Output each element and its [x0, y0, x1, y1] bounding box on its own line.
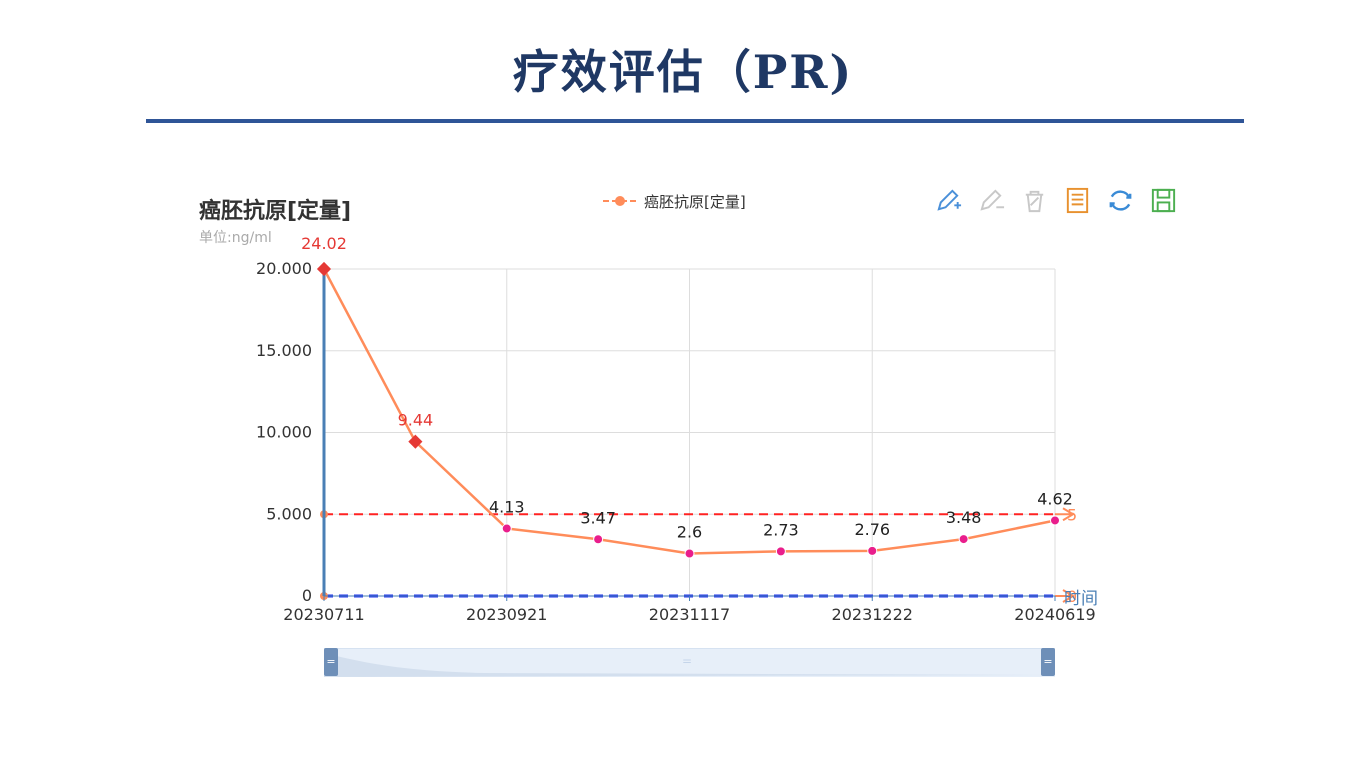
- legend-label: 癌胚抗原[定量]: [644, 192, 746, 211]
- y-tick-label: 15.000: [256, 341, 312, 360]
- data-point-abnormal: [316, 261, 332, 277]
- datazoom-preview: [324, 653, 1055, 677]
- pencil-add-icon[interactable]: [934, 186, 963, 215]
- x-axis-title: 时间: [1064, 589, 1098, 609]
- pencil-remove-icon[interactable]: [977, 186, 1006, 215]
- data-label: 24.02: [301, 234, 347, 253]
- data-point-abnormal: [408, 434, 423, 449]
- data-point: [867, 545, 878, 556]
- data-label: 4.62: [1037, 489, 1073, 508]
- datazoom-track[interactable]: [324, 648, 1055, 677]
- chart-toolbox: [934, 186, 1178, 215]
- data-point: [593, 534, 604, 545]
- x-tick-label: 20231222: [832, 605, 913, 624]
- datazoom-center-grip[interactable]: =: [682, 654, 693, 668]
- data-label: 2.76: [854, 520, 890, 539]
- chart-title: 癌胚抗原[定量]: [199, 199, 352, 224]
- data-label: 2.73: [763, 520, 799, 539]
- chart-legend[interactable]: 癌胚抗原[定量]: [602, 190, 746, 212]
- data-point: [958, 534, 969, 545]
- data-label: 3.47: [580, 508, 616, 527]
- y-tick-label: 5.000: [266, 504, 312, 523]
- reference-line-arrow: [1055, 507, 1075, 522]
- data-label: 4.13: [489, 497, 525, 516]
- y-tick-label: 20.000: [256, 259, 312, 278]
- datazoom-left-handle[interactable]: =: [324, 648, 338, 676]
- y-tick-label: 10.000: [256, 423, 312, 442]
- x-tick-label: 20230711: [283, 605, 364, 624]
- legend-line-marker: [603, 196, 637, 206]
- document-icon[interactable]: [1063, 186, 1092, 215]
- x-tick-label: 20231117: [649, 605, 730, 624]
- datazoom-right-handle[interactable]: =: [1041, 648, 1055, 676]
- data-label: 3.48: [946, 508, 982, 527]
- save-icon[interactable]: [1149, 186, 1178, 215]
- refresh-icon[interactable]: [1106, 186, 1135, 215]
- x-tick-label: 20230921: [466, 605, 547, 624]
- data-point: [501, 523, 512, 534]
- reference-line-label: 0: [1067, 587, 1077, 606]
- reference-line-label: 5: [1067, 505, 1077, 524]
- data-point: [684, 548, 695, 559]
- y-tick-label: 0: [302, 586, 312, 605]
- data-label: 9.44: [398, 411, 434, 430]
- chart-unit-subtitle: 单位:ng/ml: [199, 230, 272, 246]
- reference-line-arrow: [1055, 589, 1075, 603]
- x-tick-label: 20240619: [1014, 605, 1095, 624]
- trash-icon[interactable]: [1020, 186, 1049, 215]
- data-label: 2.6: [677, 522, 702, 541]
- data-point: [1050, 515, 1060, 526]
- data-point: [775, 546, 786, 557]
- title-divider: [146, 119, 1244, 123]
- slide-title: 疗效评估（PR): [512, 45, 854, 99]
